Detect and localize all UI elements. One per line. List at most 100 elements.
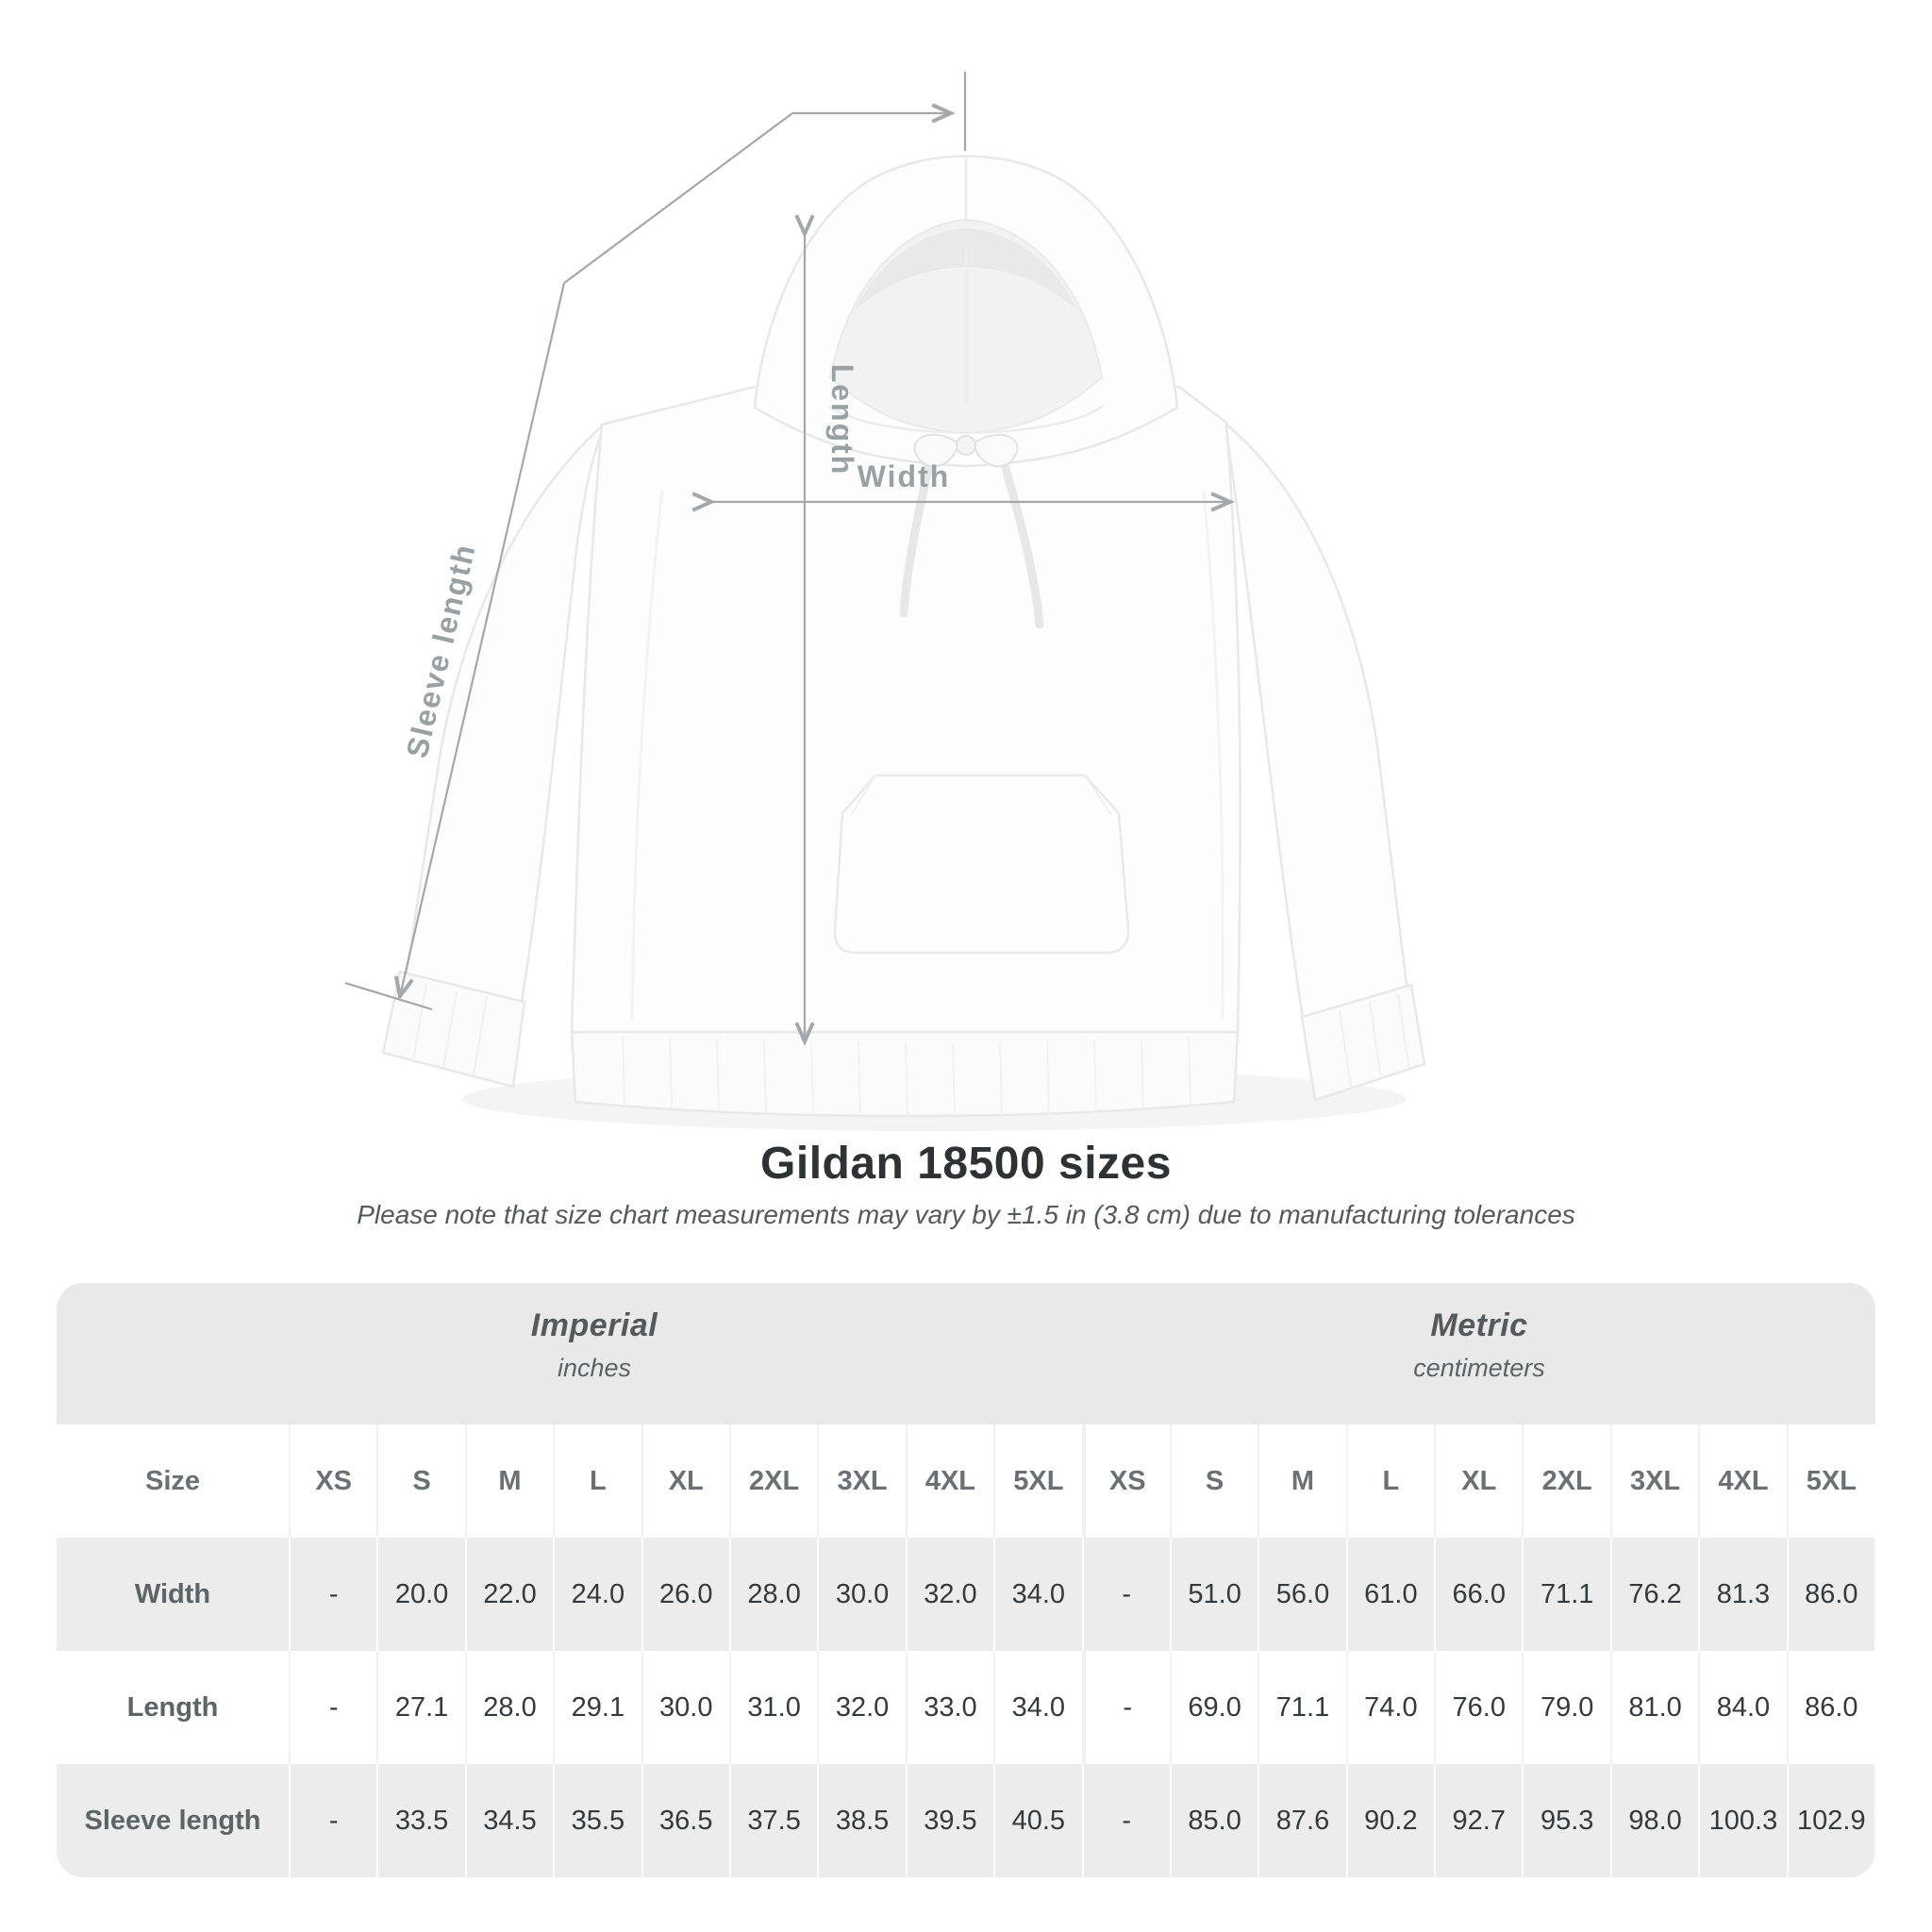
cell-metric: 92.7: [1434, 1764, 1523, 1877]
size-header-imperial: 4XL: [905, 1424, 994, 1538]
hem-ribs: [622, 1035, 1191, 1117]
cell-imperial: 33.0: [905, 1651, 994, 1764]
cell-imperial: 36.5: [641, 1764, 729, 1877]
hoodie-hem-band: [570, 1030, 1240, 1118]
hoodie-pocket: [833, 774, 1130, 955]
size-header-imperial: 3XL: [817, 1424, 906, 1538]
body-fold-lines: [630, 490, 1224, 1020]
cell-imperial: 29.1: [553, 1651, 641, 1764]
page-title: Gildan 18500 sizes: [760, 1139, 1172, 1189]
row-label: Width: [57, 1538, 289, 1651]
cell-metric: 81.0: [1609, 1651, 1699, 1764]
size-header-metric: S: [1169, 1424, 1258, 1538]
width-label: Width: [858, 459, 951, 493]
size-header-metric: M: [1257, 1424, 1346, 1538]
size-header-metric: L: [1345, 1424, 1435, 1538]
cell-imperial: 33.5: [376, 1764, 465, 1877]
cell-metric: 98.0: [1609, 1764, 1699, 1877]
cell-metric: 69.0: [1169, 1651, 1258, 1764]
size-header-imperial: S: [376, 1424, 465, 1538]
cell-metric: 76.2: [1609, 1538, 1699, 1651]
hoodie-right-cuff: [1300, 983, 1426, 1102]
drawstring-knot: [956, 435, 976, 456]
row-label: Sleeve length: [57, 1764, 289, 1877]
cell-metric: -: [1081, 1538, 1170, 1651]
cell-metric: -: [1081, 1651, 1170, 1764]
size-header-metric: 2XL: [1522, 1424, 1610, 1538]
cell-metric: 71.1: [1522, 1538, 1610, 1651]
cell-imperial: 27.1: [376, 1651, 465, 1764]
pocket-opening-seams: [850, 774, 1112, 816]
cell-imperial: 34.5: [464, 1764, 554, 1877]
cell-metric: 51.0: [1169, 1538, 1258, 1651]
cell-imperial: 28.0: [728, 1538, 818, 1651]
length-label: Length: [825, 364, 859, 476]
size-header-metric: XS: [1081, 1424, 1170, 1538]
metric-heading: Metric: [1430, 1307, 1528, 1343]
metric-header-group: Metric centimeters: [1413, 1283, 1545, 1424]
size-header-metric: XL: [1434, 1424, 1523, 1538]
imperial-unit: inches: [557, 1354, 632, 1382]
cell-metric: 85.0: [1169, 1764, 1258, 1877]
left-cuff-ribs: [412, 982, 488, 1076]
cell-metric: -: [1081, 1764, 1170, 1877]
cell-metric: 87.6: [1257, 1764, 1346, 1877]
cell-imperial: -: [289, 1538, 377, 1651]
size-header-imperial: 5XL: [993, 1424, 1082, 1538]
cell-imperial: -: [289, 1764, 377, 1877]
hoodie-left-sleeve: [404, 422, 608, 1009]
size-header-metric: 4XL: [1698, 1424, 1787, 1538]
size-header-imperial: XS: [289, 1424, 377, 1538]
drawstring-right: [993, 437, 1044, 629]
cell-imperial: 32.0: [905, 1538, 994, 1651]
right-cuff-ribs: [1339, 993, 1410, 1088]
cell-imperial: 31.0: [728, 1651, 818, 1764]
size-header-imperial: XL: [641, 1424, 729, 1538]
sleeve-arrow-lower-segment: [393, 282, 566, 1001]
imperial-header-group: Imperial inches: [531, 1283, 658, 1424]
cell-imperial: 30.0: [817, 1538, 906, 1651]
imperial-heading: Imperial: [530, 1307, 658, 1343]
size-header-imperial: L: [553, 1424, 641, 1538]
cell-imperial: 38.5: [817, 1764, 906, 1877]
cell-metric: 66.0: [1434, 1538, 1523, 1651]
cell-metric: 95.3: [1522, 1764, 1610, 1877]
cell-metric: 56.0: [1257, 1538, 1346, 1651]
cell-metric: 102.9: [1786, 1764, 1875, 1877]
cell-metric: 86.0: [1786, 1538, 1875, 1651]
cell-metric: 74.0: [1345, 1651, 1435, 1764]
sleeve-arrow-bottom-tick: [344, 981, 433, 1011]
size-table: Imperial inches Metric centimeters Size X…: [57, 1283, 1875, 1877]
cell-imperial: 34.0: [993, 1651, 1082, 1764]
unit-header-band: Imperial inches Metric centimeters: [57, 1283, 1875, 1424]
size-column-header: Size: [57, 1424, 289, 1538]
cell-imperial: 34.0: [993, 1538, 1082, 1651]
cell-imperial: 37.5: [728, 1764, 818, 1877]
cell-imperial: 26.0: [641, 1538, 729, 1651]
cell-imperial: -: [289, 1651, 377, 1764]
cell-metric: 61.0: [1345, 1538, 1435, 1651]
cell-metric: 81.3: [1698, 1538, 1787, 1651]
size-header-metric: 5XL: [1786, 1424, 1875, 1538]
cell-metric: 79.0: [1522, 1651, 1610, 1764]
cell-imperial: 28.0: [464, 1651, 554, 1764]
drawstring-bow: [913, 433, 1019, 468]
hoodie-left-cuff: [381, 970, 526, 1089]
cell-metric: 84.0: [1698, 1651, 1787, 1764]
tolerance-note: Please note that size chart measurements…: [357, 1200, 1575, 1229]
cell-metric: 100.3: [1698, 1764, 1787, 1877]
hood-inner-shadow: [854, 228, 1078, 311]
sleeve-arrow-upper-segment: [563, 112, 793, 284]
cell-imperial: 30.0: [641, 1651, 729, 1764]
hoodie-measurement-diagram: Length Width Sleeve length: [344, 72, 1426, 1131]
cell-metric: 86.0: [1786, 1651, 1875, 1764]
size-table-grid: Size XS S M L XL 2XL 3XL 4XL 5XL XS S M L XL 2XL 3XL 4XL 5…: [57, 1424, 1875, 1877]
size-header-imperial: M: [464, 1424, 554, 1538]
size-header-imperial: 2XL: [728, 1424, 818, 1538]
cell-imperial: 32.0: [817, 1651, 906, 1764]
cell-imperial: 39.5: [905, 1764, 994, 1877]
cell-imperial: 40.5: [993, 1764, 1082, 1877]
metric-unit: centimeters: [1413, 1354, 1545, 1382]
hoodie-right-sleeve: [1223, 419, 1409, 1026]
